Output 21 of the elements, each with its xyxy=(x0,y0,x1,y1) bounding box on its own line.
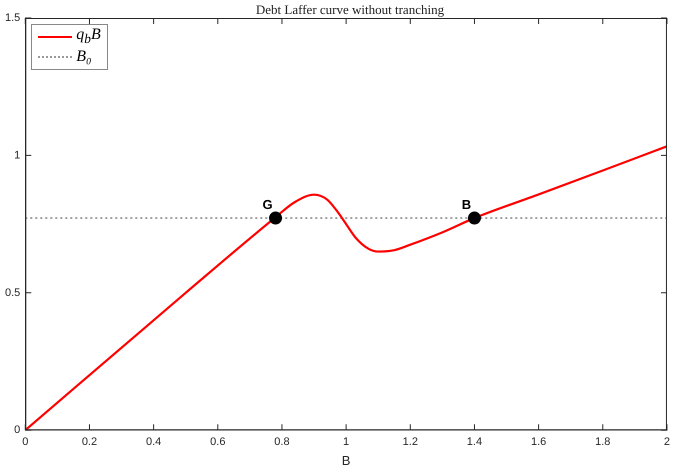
y-tick-label: 1.5 xyxy=(4,12,20,24)
annotation: G xyxy=(262,197,273,212)
x-tick-label: 1.8 xyxy=(595,436,610,448)
y-tick-label: 0 xyxy=(14,424,20,436)
y-tick-label: 1 xyxy=(14,149,20,162)
x-tick-label: 2 xyxy=(664,436,670,448)
x-tick-label: 0.4 xyxy=(146,436,162,448)
x-tick-label: 1.4 xyxy=(466,436,482,448)
x-tick-label: 0.8 xyxy=(274,436,290,448)
chart-title: Debt Laffer curve without tranching xyxy=(254,2,446,18)
legend-label: B₀ xyxy=(76,48,92,66)
x-axis-title: B xyxy=(342,452,350,468)
x-tick-label: 0 xyxy=(22,436,28,448)
x-tick-label: 1.2 xyxy=(402,436,418,448)
x-tick-label: 1 xyxy=(343,436,350,448)
x-tick-label: 1.6 xyxy=(530,436,546,448)
annotation: B xyxy=(462,197,472,212)
x-tick-label: 0.2 xyxy=(82,436,98,448)
x-tick-label: 0.6 xyxy=(210,436,226,448)
legend-label: q$_{b}$B xyxy=(76,26,101,48)
y-tick-label: 0.5 xyxy=(4,286,20,299)
